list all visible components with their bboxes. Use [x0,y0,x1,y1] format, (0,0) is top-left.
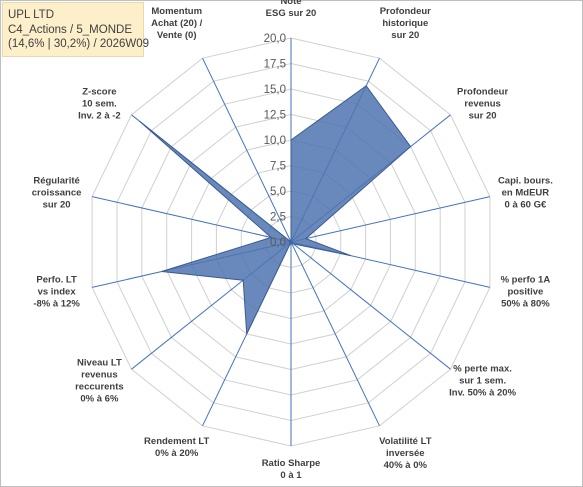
axis-label-line: Volatilité LT [379,436,432,447]
radial-tick-labels: 0,0 2,5 5,0 7,5 10,0 12,5 15,0 17,5 20,0 [264,33,286,249]
axis-label-line: 0 à 60 G€ [505,200,547,211]
axis-label-line: historique [382,18,428,29]
tick-label: 2,5 [270,212,286,224]
axis-label-line: Vente (0) [157,30,197,41]
axis-label-line: Perfo. LT [36,274,77,285]
tick-label: 15,0 [264,84,286,96]
axis-label: Ratio Sharpe 0 à 1 [262,458,321,481]
tick-label: 17,5 [264,59,286,71]
axis-label-line: 0% à 6% [80,393,119,404]
radar-series [139,85,412,336]
info-box: UPL LTD C4_Actions / 5_MONDE (14,6% | 30… [2,2,150,57]
axis-label-line: Z-score [82,87,116,98]
axis-label-line: croissance [32,188,82,199]
axis-label-line: Inv. 2 à -2 [78,111,121,122]
axis-spoke [290,196,491,243]
axis-label-line: sur 20 [469,111,497,122]
axis-label-line: -8% à 12% [33,298,80,309]
tick-label: 10,0 [264,135,286,147]
axis-label: Profondeur historique sur 20 [380,6,431,41]
axis-label-line: % perfo 1A [501,274,551,285]
axis-label-line: Achat (20) / [151,18,203,29]
axis-label-line: revenus [464,99,500,110]
axis-label-line: sur 20 [43,200,71,211]
axis-label-line: Rendement LT [144,436,209,447]
axis-label-line: 0% à 20% [155,448,199,459]
axis-label: Niveau LT revenus reccurents 0% à 6% [75,357,124,404]
axis-label-line: sur 20 [391,30,419,41]
axis-label-line: Profondeur [380,6,431,17]
axis-label: Volatilité LT inversée 40% à 0% [379,436,432,471]
axis-label-line: 0 à 1 [280,470,302,481]
axis-spoke [290,241,380,427]
performance-week: (14,6% | 30,2%) / 2026W09 [8,38,150,50]
axis-label-line: Note [280,0,301,7]
axis-spoke [202,57,292,243]
tick-label: 12,5 [264,110,286,122]
axis-label: Profondeur revenus sur 20 [457,87,508,122]
axis-label-line: positive [507,286,543,297]
axis-label-line: 50% à 80% [501,298,550,309]
axis-label: Momentum Achat (20) / Vente (0) [151,6,203,41]
axis-labels: Note ESG sur 20 Profondeur historique sur 20… [32,0,553,481]
axis-label-line: 10 sem. [82,99,117,110]
axis-label-line: Régularité [33,176,79,187]
category-path: C4_Actions / 5_MONDE [8,23,132,36]
axis-label-line: Momentum [151,6,202,17]
axis-label-line: Inv. 50% à 20% [449,387,516,398]
company-name: UPL LTD [8,9,55,21]
axis-label-line: inversée [386,448,425,459]
series-area [139,85,412,336]
axis-label: Note ESG sur 20 [266,0,317,19]
axis-label-line: Profondeur [457,87,508,98]
axis-label-line: Capi. bours. [498,176,553,187]
axis-label-line: % perte max. [453,363,512,374]
axis-label-line: reccurents [75,381,124,392]
axis-label: Capi. bours. en MdEUR 0 à 60 G€ [498,176,553,211]
axis-label: Perfo. LT vs index -8% à 12% [33,274,80,309]
axis-label-line: ESG sur 20 [266,8,317,19]
axis-label-line: Ratio Sharpe [262,458,321,469]
axis-label: % perte max. sur 1 sem. Inv. 50% à 20% [449,363,516,398]
axis-label-line: en MdEUR [502,188,550,199]
axis-spoke [290,241,451,370]
axis-label-line: sur 1 sem. [459,375,506,386]
tick-label: 5,0 [270,186,286,198]
axis-label: Z-score 10 sem. Inv. 2 à -2 [78,87,121,122]
tick-label: 20,0 [264,33,286,45]
axis-label-line: vs index [38,286,77,297]
axis-label-line: Niveau LT [77,357,122,368]
axis-label-line: revenus [81,369,117,380]
axis-spoke [91,196,292,243]
tick-label: 0,0 [270,237,286,249]
axis-label-line: 40% à 0% [384,460,428,471]
tick-label: 7,5 [270,161,286,173]
axis-label: % perfo 1A positive 50% à 80% [501,274,551,309]
axis-label: Régularité croissance sur 20 [32,176,82,211]
axis-label: Rendement LT 0% à 20% [144,436,209,459]
